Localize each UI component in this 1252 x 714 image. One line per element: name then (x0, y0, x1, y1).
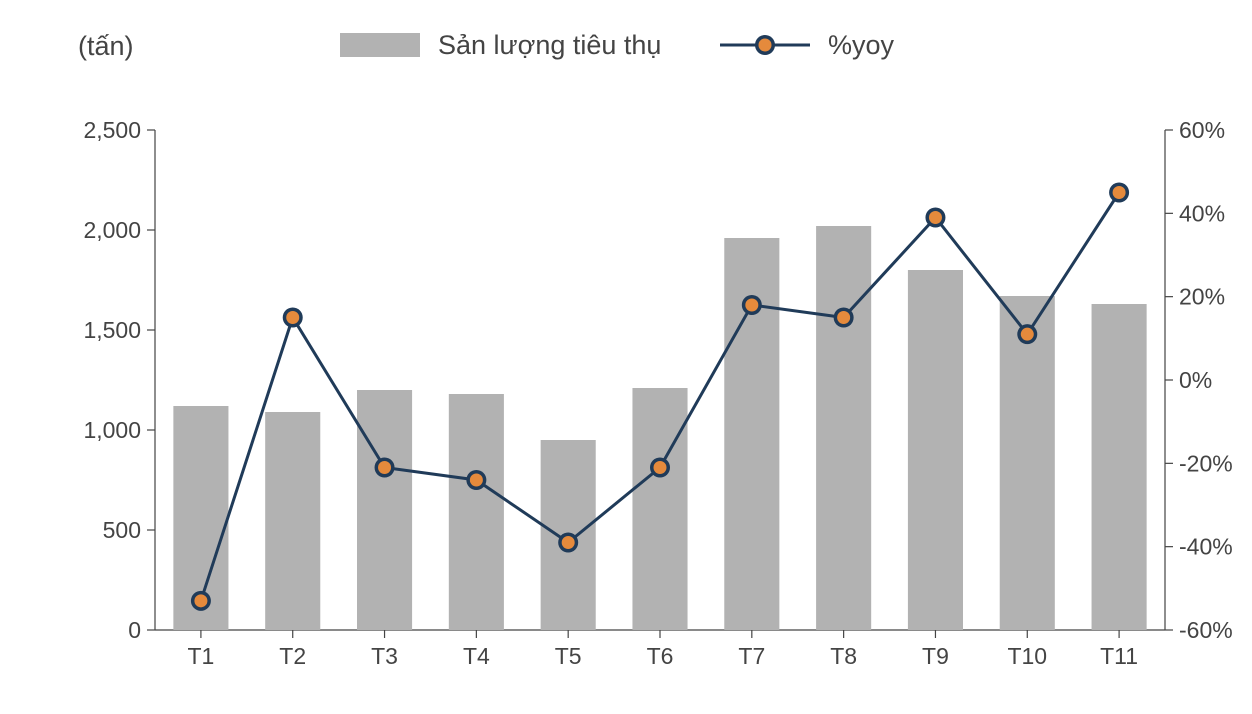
x-tick-label: T3 (371, 643, 398, 669)
legend-bar-label: Sản lượng tiêu thụ (438, 30, 661, 60)
marker-inner (562, 536, 575, 549)
marker-inner (1113, 186, 1126, 199)
marker-inner (470, 474, 483, 487)
bar (357, 390, 412, 630)
y-right-tick-label: 20% (1179, 284, 1225, 310)
bar (908, 270, 963, 630)
y-left-tick-label: 1,500 (83, 317, 141, 343)
bars-group (173, 226, 1146, 630)
x-tick-label: T2 (279, 643, 306, 669)
bar (816, 226, 871, 630)
y-left-tick-label: 2,000 (83, 217, 141, 243)
y-right-tick-label: 40% (1179, 200, 1225, 226)
y-right-tick-label: -60% (1179, 617, 1233, 643)
x-tick-label: T9 (922, 643, 949, 669)
y-right-tick-label: 60% (1179, 117, 1225, 143)
legend: Sản lượng tiêu thụ %yoy (340, 30, 895, 60)
marker-inner (194, 594, 207, 607)
marker-inner (378, 461, 391, 474)
x-tick-label: T5 (555, 643, 582, 669)
marker-inner (1021, 328, 1034, 341)
x-tick-label: T10 (1007, 643, 1047, 669)
legend-marker-inner (759, 39, 772, 52)
x-tick-label: T7 (738, 643, 765, 669)
legend-line-label: %yoy (828, 30, 895, 60)
x-tick-label: T1 (187, 643, 214, 669)
y-right-tick-label: 0% (1179, 367, 1212, 393)
y-right-tick-label: -40% (1179, 534, 1233, 560)
bar (1092, 304, 1147, 630)
y-left-tick-label: 0 (128, 617, 141, 643)
bar (449, 394, 504, 630)
y-left-tick-label: 500 (103, 517, 141, 543)
marker-inner (837, 311, 850, 324)
x-tick-label: T6 (647, 643, 674, 669)
marker-inner (654, 461, 667, 474)
consumption-yoy-chart: Sản lượng tiêu thụ %yoy (tấn) 0 500 1,000 1,50… (0, 0, 1252, 714)
y-left-tick-label: 1,000 (83, 417, 141, 443)
chart-svg: Sản lượng tiêu thụ %yoy (tấn) 0 500 1,000 1,50… (0, 0, 1252, 714)
marker-inner (745, 299, 758, 312)
y-right-tick-label: -20% (1179, 450, 1233, 476)
bar (1000, 296, 1055, 630)
marker-inner (286, 311, 299, 324)
x-tick-label: T8 (830, 643, 857, 669)
legend-bar-swatch (340, 33, 420, 57)
marker-inner (929, 211, 942, 224)
x-tick-label: T11 (1100, 643, 1138, 669)
y-left-tick-label: 2,500 (83, 117, 141, 143)
x-tick-label: T4 (463, 643, 490, 669)
bar (632, 388, 687, 630)
bar (265, 412, 320, 630)
unit-label: (tấn) (78, 31, 134, 61)
